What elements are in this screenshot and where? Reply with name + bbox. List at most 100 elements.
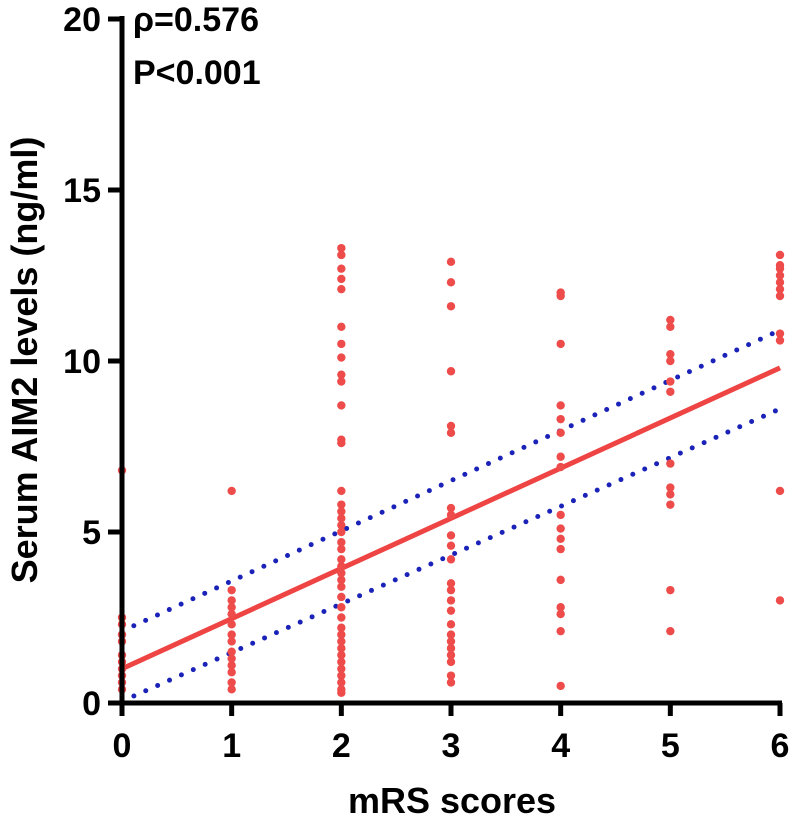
- data-point: [666, 490, 675, 499]
- data-point: [446, 657, 456, 667]
- p-value-annotation: P<0.001: [133, 54, 261, 92]
- data-point: [556, 603, 565, 612]
- data-point: [666, 500, 675, 509]
- data-point: [227, 654, 236, 663]
- data-point: [227, 630, 236, 639]
- data-point: [227, 647, 236, 656]
- data-point: [227, 637, 236, 646]
- data-point: [556, 339, 565, 349]
- data-point: [446, 367, 456, 376]
- data-point: [337, 688, 346, 697]
- data-point: [666, 585, 675, 595]
- data-point: [556, 681, 565, 691]
- data-point: [337, 500, 346, 509]
- data-point: [337, 592, 346, 602]
- data-point: [227, 620, 236, 629]
- data-point: [337, 603, 346, 612]
- data-point: [446, 630, 456, 639]
- data-point: [666, 387, 675, 396]
- data-point: [666, 322, 675, 331]
- data-point: [227, 486, 236, 496]
- data-point: [337, 637, 346, 646]
- ticks-layer: 0 1 2 3 4 5 6 0 5 10 15 20: [63, 1, 789, 765]
- x-tick-label: 0: [113, 727, 132, 765]
- data-point: [337, 527, 346, 537]
- data-point: [337, 538, 346, 547]
- data-point: [666, 377, 675, 386]
- data-point: [556, 534, 565, 544]
- data-point: [556, 609, 565, 619]
- ci-lower-line: [119, 406, 783, 704]
- data-point: [337, 657, 346, 667]
- data-point: [337, 438, 346, 448]
- ci-upper-line: [119, 327, 783, 634]
- data-point: [337, 520, 346, 530]
- data-point: [337, 353, 346, 362]
- data-point: [227, 603, 236, 612]
- data-point: [666, 483, 675, 492]
- data-point: [775, 486, 785, 496]
- data-point: [446, 541, 456, 550]
- x-tick-label: 4: [551, 727, 570, 765]
- data-point: [227, 609, 236, 619]
- data-point: [337, 644, 346, 653]
- data-point: [556, 452, 565, 461]
- data-point: [446, 644, 456, 653]
- data-point: [556, 291, 565, 301]
- y-tick-label: 15: [63, 172, 101, 210]
- data-point: [337, 284, 346, 294]
- data-point: [227, 661, 236, 670]
- data-point: [446, 421, 456, 431]
- data-point: [556, 510, 565, 520]
- data-point: [227, 668, 236, 677]
- data-point: [337, 274, 346, 284]
- data-point: [446, 503, 456, 513]
- data-point: [556, 462, 565, 472]
- data-point: [337, 377, 346, 386]
- rho-annotation: ρ=0.576: [133, 1, 259, 39]
- data-point: [775, 291, 785, 301]
- data-point: [775, 278, 785, 287]
- data-point: [446, 278, 456, 287]
- data-point: [446, 606, 456, 615]
- x-tick-label: 3: [442, 727, 461, 765]
- data-point: [556, 544, 565, 554]
- data-point: [556, 401, 565, 410]
- data-point: [446, 650, 456, 660]
- data-point: [227, 596, 236, 605]
- data-point: [337, 555, 346, 564]
- data-point: [775, 264, 785, 273]
- data-point: [337, 486, 346, 496]
- data-point: [446, 585, 456, 595]
- data-point: [775, 336, 785, 345]
- data-point: [775, 329, 785, 338]
- data-point: [446, 302, 456, 311]
- data-point: [556, 626, 565, 636]
- x-tick-label: 6: [771, 727, 790, 765]
- data-point: [556, 575, 565, 585]
- data-point: [446, 678, 456, 687]
- data-point: [446, 620, 456, 629]
- data-point: [775, 284, 785, 294]
- data-point: [666, 349, 675, 359]
- y-axis-title: Serum AIM2 levels (ng/ml): [4, 137, 45, 584]
- data-point: [337, 322, 346, 331]
- data-point: [337, 243, 346, 253]
- data-point: [227, 678, 236, 687]
- data-point: [446, 428, 456, 438]
- data-point: [337, 671, 346, 680]
- data-point: [446, 596, 456, 605]
- data-point: [556, 524, 565, 533]
- data-point: [337, 401, 346, 410]
- data-point: [446, 637, 456, 646]
- data-point: [227, 585, 236, 595]
- x-tick-label: 1: [222, 727, 241, 765]
- x-tick-label: 5: [661, 727, 680, 765]
- data-point: [337, 678, 346, 687]
- data-point: [446, 510, 456, 520]
- data-point: [337, 568, 346, 578]
- data-point: [556, 414, 565, 424]
- data-point: [666, 459, 675, 468]
- data-point: [666, 626, 675, 636]
